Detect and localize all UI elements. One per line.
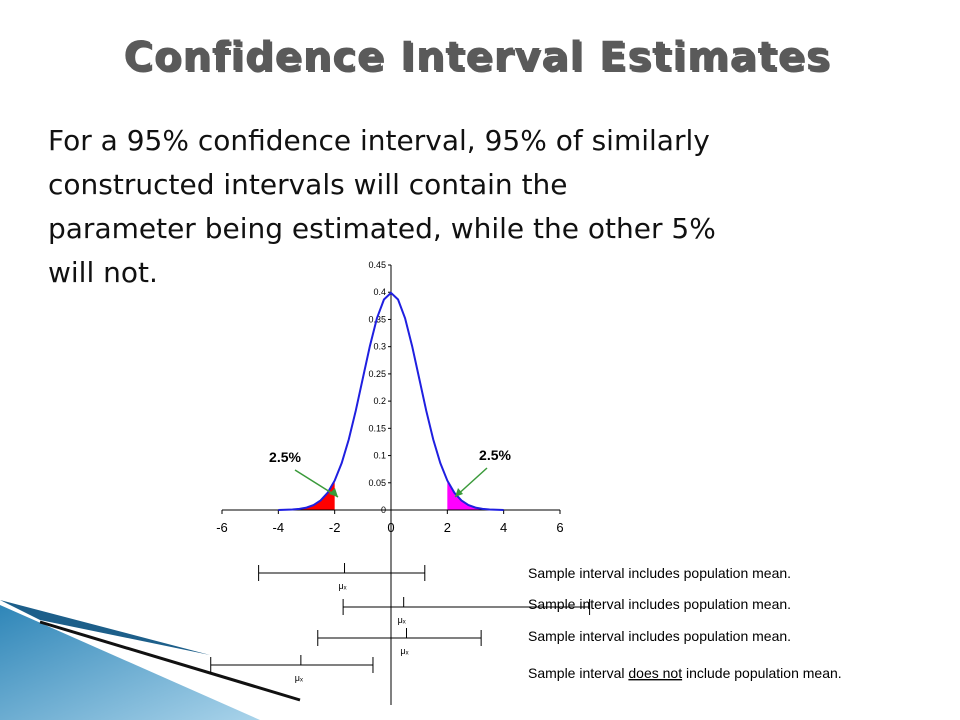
x-tick-label: 0 bbox=[387, 520, 394, 535]
description-part: Sample interval includes population mean… bbox=[528, 628, 791, 644]
tail-label: 2.5% bbox=[269, 449, 301, 465]
interval-description: Sample interval includes population mean… bbox=[528, 565, 791, 581]
decor-band bbox=[0, 600, 210, 655]
y-tick-label: 0.2 bbox=[373, 396, 386, 406]
mean-label: μₓ bbox=[338, 581, 346, 591]
y-tick-label: 0.3 bbox=[373, 342, 386, 352]
description-part: include population mean. bbox=[682, 665, 842, 681]
title: Confidence Interval Estimates bbox=[123, 34, 830, 80]
decor-line bbox=[39, 620, 301, 702]
y-tick-label: 0.1 bbox=[373, 451, 386, 461]
body-line: will not. bbox=[48, 256, 158, 289]
curve bbox=[278, 291, 504, 511]
arrow-head bbox=[455, 488, 463, 497]
y-tick-label: 0.15 bbox=[368, 423, 386, 433]
title-shadow: Confidence Interval Estimates bbox=[125, 36, 832, 82]
y-tick-label: 0 bbox=[381, 505, 386, 515]
description-part: does not bbox=[628, 665, 682, 681]
x-tick-label: -6 bbox=[216, 520, 228, 535]
x-tick-label: 4 bbox=[500, 520, 507, 535]
description-part: Sample interval bbox=[528, 665, 628, 681]
arrow-head bbox=[329, 488, 338, 497]
x-tick-label: -2 bbox=[329, 520, 341, 535]
y-tick-label: 0.4 bbox=[373, 287, 386, 297]
y-tick-label: 0.25 bbox=[368, 369, 386, 379]
y-tick-label: 0.05 bbox=[368, 478, 386, 488]
mean-label: μₓ bbox=[295, 673, 303, 683]
body-line: For a 95% confidence interval, 95% of si… bbox=[48, 124, 710, 157]
body-line: parameter being estimated, while the oth… bbox=[48, 212, 716, 245]
body-line: constructed intervals will contain the bbox=[48, 168, 568, 201]
description-part: Sample interval includes population mean… bbox=[528, 596, 791, 612]
interval-description: Sample interval includes population mean… bbox=[528, 628, 791, 644]
description-part: Sample interval includes population mean… bbox=[528, 565, 791, 581]
tail-area bbox=[278, 480, 335, 510]
x-tick-label: 6 bbox=[556, 520, 563, 535]
mean-label: μₓ bbox=[398, 615, 406, 625]
tail-label: 2.5% bbox=[479, 447, 511, 463]
decor-band bbox=[0, 605, 260, 720]
x-tick-label: -4 bbox=[273, 520, 285, 535]
chart-bg bbox=[205, 255, 570, 540]
x-tick-label: 2 bbox=[444, 520, 451, 535]
interval-description: Sample interval does not include populat… bbox=[528, 665, 842, 681]
tail-area bbox=[447, 480, 504, 510]
y-tick-label: 0.45 bbox=[368, 260, 386, 270]
mean-label: μₓ bbox=[400, 646, 408, 656]
interval-description: Sample interval includes population mean… bbox=[528, 596, 791, 612]
